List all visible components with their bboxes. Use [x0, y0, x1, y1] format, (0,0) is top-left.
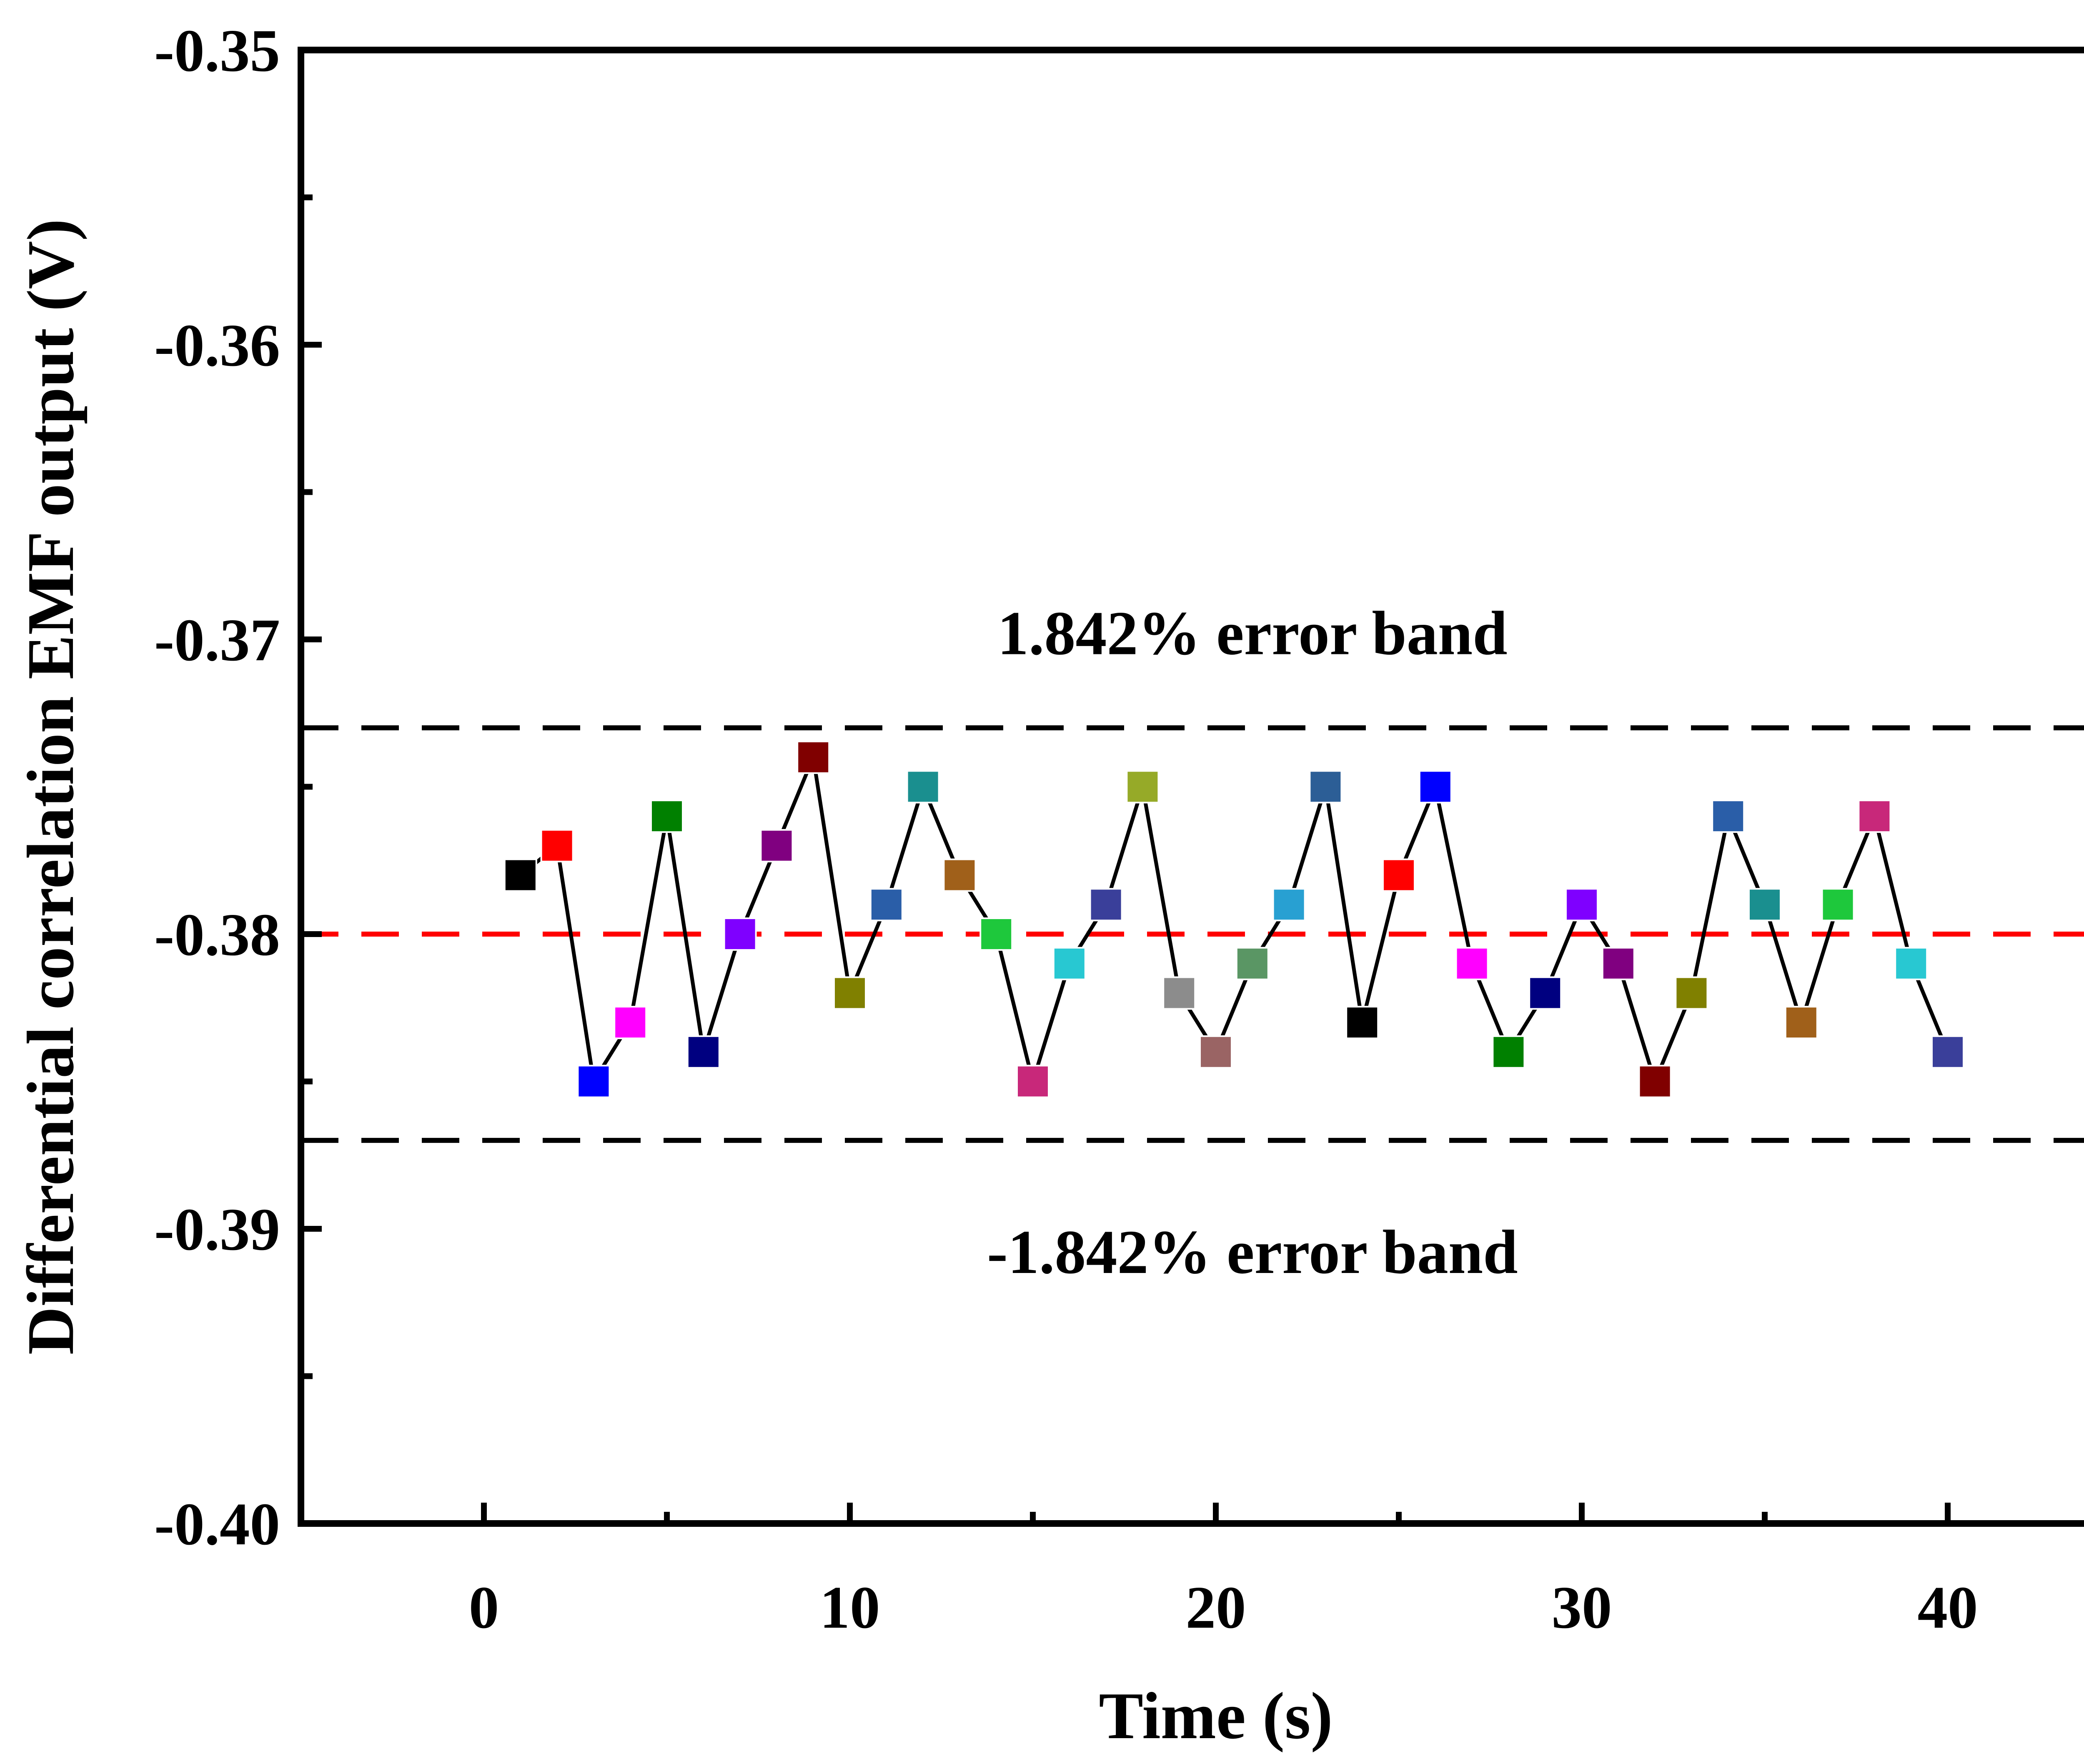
series-line	[519, 750, 1950, 1089]
data-point	[577, 1065, 611, 1098]
band-annotation: -1.842% error band	[987, 1218, 1518, 1287]
data-point	[503, 858, 537, 892]
x-axis-title: Time (s)	[1099, 1679, 1333, 1753]
data-point	[833, 976, 867, 1010]
x-tick-label: 40	[1918, 1574, 1978, 1641]
data-point	[723, 917, 757, 951]
plot-frame	[298, 47, 2084, 1527]
data-point	[1638, 1065, 1672, 1098]
data-point	[1821, 888, 1855, 922]
data-point	[760, 829, 794, 862]
data-point	[1126, 770, 1160, 804]
x-tick-label: 10	[820, 1574, 880, 1641]
y-axis-title: Differential correlation EMF output (V)	[13, 219, 88, 1355]
data-point	[1016, 1065, 1050, 1098]
series-connector	[519, 750, 1950, 1089]
data-point	[1272, 888, 1306, 922]
data-point	[1784, 1006, 1818, 1040]
data-point	[1418, 770, 1452, 804]
data-markers	[503, 740, 1964, 1098]
data-point	[1052, 947, 1086, 980]
x-tick-label: 0	[469, 1574, 499, 1641]
reference-lines	[301, 725, 2084, 1143]
data-point	[1382, 858, 1415, 892]
y-tick-label: -0.37	[154, 607, 280, 674]
x-axis-ticks: 0 10 20 30 40	[469, 1503, 1978, 1641]
data-point	[686, 1035, 720, 1069]
data-point	[906, 770, 940, 804]
data-point	[1235, 947, 1269, 980]
data-point	[1858, 799, 1891, 833]
y-tick-label: -0.38	[154, 902, 280, 968]
data-point	[1565, 888, 1598, 922]
x-tick-label: 20	[1186, 1574, 1246, 1641]
y-axis-ticks: -0.40 -0.39 -0.38 -0.37 -0.36 -0.35	[154, 18, 322, 1558]
data-point	[614, 1006, 647, 1040]
data-point	[1492, 1035, 1525, 1069]
data-point	[1675, 976, 1708, 1010]
data-point	[1601, 947, 1635, 980]
annotations: 1.842% error band -1.842% error band	[987, 599, 1518, 1287]
data-point	[1162, 976, 1196, 1010]
band-annotation: 1.842% error band	[997, 599, 1508, 668]
data-point	[540, 829, 574, 862]
x-tick-label: 30	[1552, 1574, 1612, 1641]
data-point	[943, 858, 977, 892]
y-tick-label: -0.36	[154, 312, 280, 379]
data-point	[797, 740, 830, 774]
y-tick-label: -0.39	[154, 1196, 280, 1263]
data-point	[1528, 976, 1562, 1010]
y-tick-label: -0.40	[154, 1491, 280, 1558]
data-point	[1711, 799, 1745, 833]
data-point	[979, 917, 1013, 951]
data-point	[1748, 888, 1781, 922]
data-point	[1199, 1035, 1232, 1069]
y-tick-label: -0.35	[154, 18, 280, 84]
data-point	[869, 888, 903, 922]
data-point	[1309, 770, 1343, 804]
data-point	[650, 799, 684, 833]
data-point	[1894, 947, 1928, 980]
data-point	[1345, 1006, 1379, 1040]
data-point	[1089, 888, 1123, 922]
data-point	[1455, 947, 1489, 980]
data-point	[1931, 1035, 1964, 1069]
